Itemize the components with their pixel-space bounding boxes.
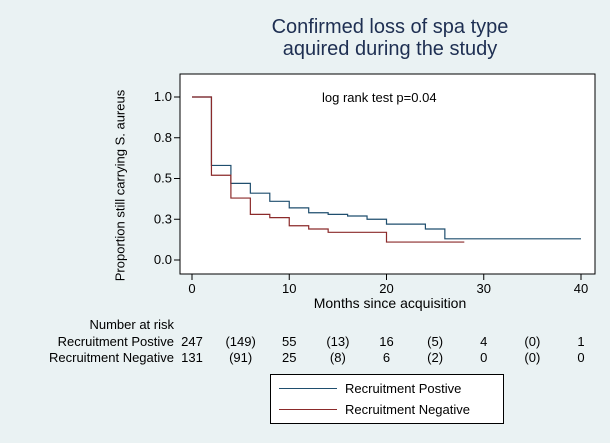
x-tick-label: 10 — [282, 281, 296, 296]
x-tick-label: 0 — [188, 281, 195, 296]
chart-title-line-2: aquired during the study — [282, 38, 498, 60]
y-tick-label: 0.5 — [154, 171, 172, 186]
risk-cell: (91) — [229, 350, 253, 365]
y-tick-label: 0.0 — [154, 252, 172, 267]
risk-table-title: Number at risk — [89, 317, 174, 332]
legend-swatch-positive — [279, 388, 337, 389]
chart-title: Confirmed loss of spa type aquired durin… — [190, 16, 590, 60]
axes-group: 0.0 0.3 0.5 0.8 1.0 0 10 20 30 40 — [154, 89, 588, 296]
risk-cell: (0) — [524, 350, 541, 365]
y-tick-label: 0.3 — [154, 211, 172, 226]
risk-cell: 25 — [282, 350, 297, 365]
x-axis-label: Months since acquisition — [313, 295, 467, 311]
risk-cell: 55 — [282, 334, 297, 349]
legend: Recruitment Postive Recruitment Negative — [270, 374, 504, 424]
x-tick-label: 20 — [379, 281, 393, 296]
y-tick-label: 1.0 — [154, 89, 172, 104]
risk-cell: (0) — [524, 334, 541, 349]
risk-cell: 4 — [480, 334, 488, 349]
series-group — [192, 96, 581, 243]
risk-cell: 16 — [379, 334, 394, 349]
risk-cell: (5) — [427, 334, 444, 349]
risk-row-label: Recruitment Postive — [57, 334, 174, 349]
risk-cell: 131 — [181, 350, 203, 365]
risk-cell: 6 — [382, 350, 391, 365]
risk-cell: (13) — [326, 334, 350, 349]
chart-title-line-1: Confirmed loss of spa type — [271, 16, 509, 38]
risk-cell: (8) — [329, 350, 346, 365]
series-line-negative — [192, 96, 465, 243]
x-tick-label: 30 — [477, 281, 491, 296]
risk-cell: 0 — [577, 350, 585, 365]
risk-cell: 247 — [181, 334, 203, 349]
risk-cell: 0 — [480, 350, 488, 365]
risk-table-row: Recruitment Negative 131 (91) 25 (8) 6 (2) 0 (0)… — [0, 350, 610, 366]
risk-cell: 1 — [577, 334, 585, 349]
plot-background — [179, 73, 596, 275]
legend-label-negative: Recruitment Negative — [345, 402, 470, 417]
legend-label-positive: Recruitment Postive — [345, 381, 462, 396]
risk-table-row: Recruitment Postive 247 (149) 55 (13) 16 (5) 4 (… — [0, 334, 610, 350]
legend-swatch-negative — [279, 409, 337, 410]
y-tick-label: 0.8 — [154, 130, 172, 145]
risk-row-label: Recruitment Negative — [49, 350, 174, 365]
risk-cell: (149) — [225, 334, 256, 349]
risk-cell: (2) — [427, 350, 444, 365]
log-rank-annotation: log rank test p=0.04 — [322, 90, 437, 105]
x-tick-label: 40 — [574, 281, 588, 296]
series-line-positive — [192, 96, 581, 240]
